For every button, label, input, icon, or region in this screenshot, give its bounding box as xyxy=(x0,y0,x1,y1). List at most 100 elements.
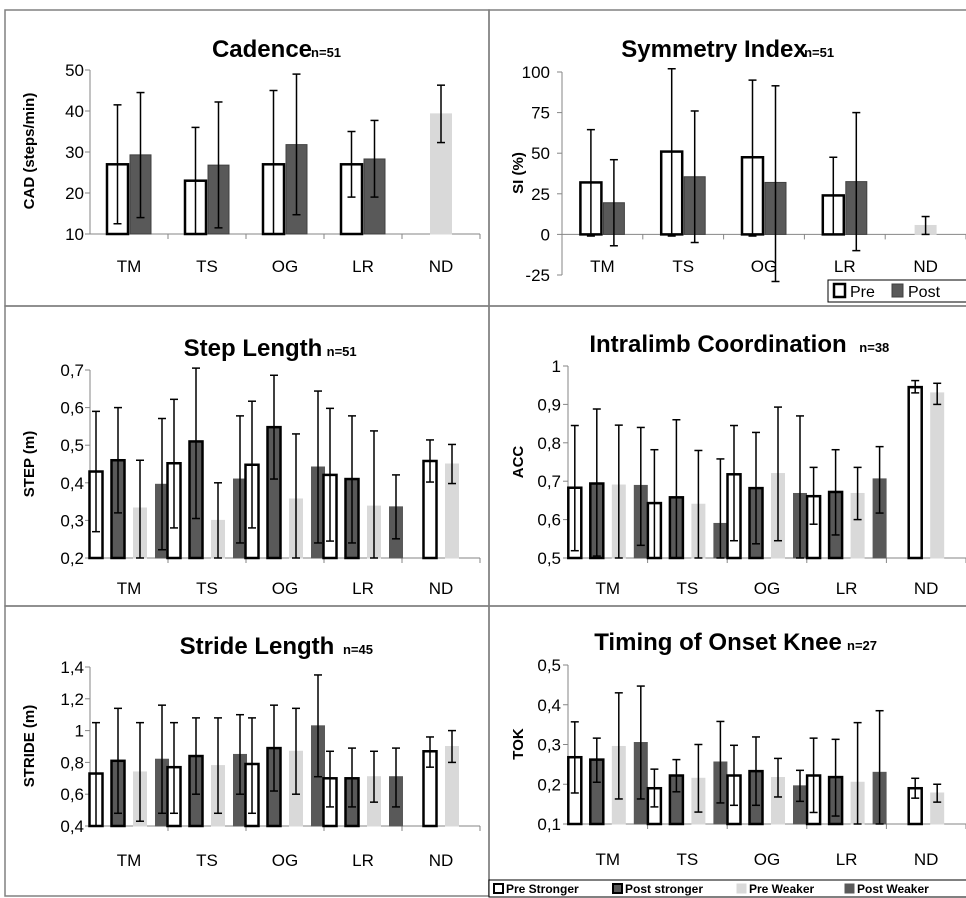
legend-pre-swatch xyxy=(832,282,847,299)
y-axis-label: ACC xyxy=(510,446,527,479)
y-tick-label: 25 xyxy=(531,185,550,204)
y-tick-label: 50 xyxy=(531,144,550,163)
y-tick-label: 0,4 xyxy=(60,474,84,493)
y-axis-label: STEP (m) xyxy=(21,431,38,497)
x-tick-label: ND xyxy=(914,579,939,598)
y-tick-label: 10 xyxy=(65,225,84,244)
x-tick-label: OG xyxy=(272,579,298,598)
y-tick-label: 0,2 xyxy=(537,775,561,794)
y-tick-label: 1 xyxy=(552,357,561,376)
y-tick-label: 1,2 xyxy=(60,690,84,709)
legend-pre-weaker-swatch xyxy=(736,883,747,894)
y-axis-label: STRIDE (m) xyxy=(21,705,38,788)
y-tick-label: 0,4 xyxy=(537,696,561,715)
y-tick-label: 0,8 xyxy=(60,753,84,772)
legend-post-weaker-label: Post Weaker xyxy=(857,882,929,896)
chart-title: Symmetry Index xyxy=(621,36,807,63)
y-tick-label: 0,5 xyxy=(537,656,561,675)
chart-title: Stride Length xyxy=(180,633,335,660)
legend-bottom: Pre Stronger Post stronger Pre Weaker Po… xyxy=(488,879,966,898)
chart-n-label: n=51 xyxy=(327,344,357,359)
chart-0: Cadence n=51 CAD (steps/min) 10 20 30 40 50 TM TS… xyxy=(21,36,481,276)
x-tick-label: TM xyxy=(596,850,621,869)
x-tick-label: OG xyxy=(272,257,298,276)
y-tick-label: 0,7 xyxy=(537,472,561,491)
x-tick-label: TM xyxy=(117,579,142,598)
y-tick-label: 0,2 xyxy=(60,549,84,568)
y-tick-label: 0,9 xyxy=(537,395,561,414)
x-tick-label: ND xyxy=(913,257,938,276)
y-tick-label: 50 xyxy=(65,61,84,80)
y-tick-label: 0,8 xyxy=(537,434,561,453)
x-tick-label: TS xyxy=(677,850,699,869)
y-tick-label: 0,5 xyxy=(60,436,84,455)
legend-pre-stronger-label: Pre Stronger xyxy=(506,882,579,896)
x-tick-label: LR xyxy=(352,257,374,276)
x-tick-label: TM xyxy=(117,257,142,276)
y-tick-label: 0 xyxy=(541,225,550,244)
legend-post-stronger-swatch xyxy=(612,883,623,894)
x-tick-label: TS xyxy=(196,579,218,598)
y-tick-label: -25 xyxy=(525,266,550,285)
x-tick-label: ND xyxy=(914,850,939,869)
x-tick-label: TS xyxy=(196,257,218,276)
x-tick-label: TM xyxy=(117,851,142,870)
y-tick-label: 0,3 xyxy=(537,736,561,755)
bar xyxy=(907,385,923,560)
chart-3: Intralimb Coordination n=38 ACC 0,5 0,6 0,7 0,… xyxy=(510,331,966,598)
legend-post-swatch xyxy=(891,283,904,298)
legend-pre-weaker-label: Pre Weaker xyxy=(749,882,814,896)
y-tick-label: 30 xyxy=(65,143,84,162)
chart-n-label: n=27 xyxy=(847,638,877,653)
chart-title: Timing of Onset Knee xyxy=(594,629,842,656)
chart-n-label: n=38 xyxy=(859,340,889,355)
chart-title: Cadence xyxy=(212,36,312,63)
x-tick-label: LR xyxy=(836,579,858,598)
legend-post-weaker-swatch xyxy=(844,883,855,894)
x-tick-label: TM xyxy=(590,257,615,276)
y-tick-label: 75 xyxy=(531,104,550,123)
legend-post-label: Post xyxy=(908,284,941,301)
chart-n-label: n=51 xyxy=(804,45,834,60)
y-tick-label: 0,4 xyxy=(60,817,84,836)
bar xyxy=(930,392,945,559)
x-tick-label: OG xyxy=(751,257,777,276)
y-axis-label: CAD (steps/min) xyxy=(21,93,38,210)
x-tick-label: OG xyxy=(754,579,780,598)
legend-top: Pre Post xyxy=(827,279,966,303)
chart-5: Timing of Onset Knee n=27 TOK 0,1 0,2 0,3 0,4 0… xyxy=(510,629,966,869)
x-tick-label: LR xyxy=(836,850,858,869)
y-tick-label: 0,3 xyxy=(60,511,84,530)
y-axis-label: TOK xyxy=(510,728,527,760)
chart-2: Step Length n=51 STEP (m) 0,2 0,3 0,4 0,5 0,6 0,… xyxy=(21,335,481,598)
chart-title: Intralimb Coordination xyxy=(589,331,846,358)
chart-n-label: n=51 xyxy=(311,45,341,60)
y-tick-label: 0,6 xyxy=(60,399,84,418)
chart-title: Step Length xyxy=(184,335,323,362)
y-tick-label: 0,6 xyxy=(537,511,561,530)
y-tick-label: 0,1 xyxy=(537,815,561,834)
x-tick-label: OG xyxy=(272,851,298,870)
x-tick-label: ND xyxy=(429,257,454,276)
x-tick-label: ND xyxy=(429,579,454,598)
y-axis-label: SI (%) xyxy=(510,152,527,194)
y-tick-label: 40 xyxy=(65,102,84,121)
legend-pre-label: Pre xyxy=(850,284,875,301)
x-tick-label: ND xyxy=(429,851,454,870)
y-tick-label: 0,6 xyxy=(60,785,84,804)
x-tick-label: TS xyxy=(677,579,699,598)
y-tick-label: 0,7 xyxy=(60,361,84,380)
x-tick-label: TM xyxy=(596,579,621,598)
x-tick-label: OG xyxy=(754,850,780,869)
x-tick-label: LR xyxy=(352,579,374,598)
y-tick-label: 20 xyxy=(65,184,84,203)
chart-4: Stride Length n=45 STRIDE (m) 0,4 0,6 0,8 1 1,2… xyxy=(21,633,481,870)
x-tick-label: LR xyxy=(352,851,374,870)
x-tick-label: TS xyxy=(196,851,218,870)
legend-pre-stronger-swatch xyxy=(493,883,504,894)
y-tick-label: 0,5 xyxy=(537,549,561,568)
